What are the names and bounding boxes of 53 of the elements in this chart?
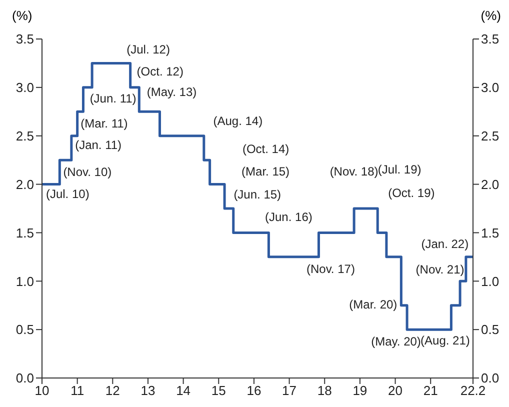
y-tick-label: 2.0 bbox=[16, 176, 34, 192]
annotation: (Mar. 20) bbox=[349, 298, 398, 312]
y-axis-title: (%) bbox=[12, 8, 32, 23]
y-tick-label: 0.0 bbox=[16, 370, 34, 386]
x-tick-label: 10 bbox=[34, 383, 50, 398]
x-tick-label: 11 bbox=[70, 383, 84, 398]
x-tick-label: 20 bbox=[388, 383, 403, 398]
x-tick-label: 15 bbox=[211, 383, 226, 398]
y-tick-label: 1.5 bbox=[16, 225, 34, 240]
annotation: (Jul. 19) bbox=[378, 162, 422, 177]
y2-tick-label: 1.5 bbox=[481, 225, 500, 240]
annotation: (Mar. 11) bbox=[80, 116, 128, 131]
x-tick-label: 17 bbox=[282, 383, 297, 398]
y-tick-label: 1.0 bbox=[16, 274, 34, 289]
annotation: (Jun. 16) bbox=[265, 210, 312, 224]
y2-tick-label: 2.0 bbox=[481, 176, 500, 192]
annotation: (Nov. 17) bbox=[306, 262, 355, 276]
x-tick-label: 21 bbox=[423, 383, 438, 398]
y2-tick-label: 1.0 bbox=[481, 274, 500, 289]
annotation: (Jun. 11) bbox=[90, 91, 136, 106]
y2-tick-label: 0.5 bbox=[481, 322, 500, 338]
x-tick-label: 16 bbox=[246, 383, 262, 398]
annotation: (May. 20) bbox=[371, 334, 421, 349]
annotation: (Oct. 14) bbox=[242, 142, 290, 156]
annotation: (Jul. 10) bbox=[46, 187, 90, 202]
x-tick-label: 14 bbox=[176, 383, 191, 398]
annotation: (Jun. 15) bbox=[234, 188, 282, 202]
x-tick-label: 22.2 bbox=[460, 383, 486, 398]
annotation: (Nov. 10) bbox=[63, 165, 112, 180]
annotation: (Jan. 11) bbox=[75, 138, 122, 152]
y-tick-label: 2.5 bbox=[16, 128, 34, 144]
annotation: (May. 13) bbox=[146, 84, 197, 99]
x-tick-label: 18 bbox=[317, 383, 332, 398]
x-tick-label: 19 bbox=[352, 383, 368, 398]
annotation: (Jul. 12) bbox=[126, 42, 170, 56]
y2-tick-label: 2.5 bbox=[481, 128, 500, 144]
annotation: (Nov. 18) bbox=[330, 164, 378, 179]
y2-tick-label: 3.0 bbox=[481, 80, 500, 96]
annotation: (Aug. 14) bbox=[213, 114, 263, 128]
y-tick-label: 3.5 bbox=[16, 32, 34, 47]
annotation: (Jan. 22) bbox=[421, 237, 469, 252]
y-tick-label: 0.5 bbox=[16, 322, 34, 338]
y2-tick-label: 0.0 bbox=[481, 370, 500, 386]
y-tick-label: 3.0 bbox=[16, 80, 34, 96]
x-tick-label: 12 bbox=[105, 383, 120, 398]
annotation: (Mar. 15) bbox=[242, 164, 290, 178]
x-tick-label: 13 bbox=[140, 383, 156, 398]
annotation: (Aug. 21) bbox=[420, 334, 470, 348]
annotation: (Oct. 19) bbox=[388, 186, 435, 200]
y2-tick-label: 3.5 bbox=[481, 32, 500, 47]
annotation: (Oct. 12) bbox=[136, 64, 184, 79]
y2-axis-title: (%) bbox=[480, 8, 501, 23]
annotation: (Nov. 21) bbox=[416, 262, 464, 276]
